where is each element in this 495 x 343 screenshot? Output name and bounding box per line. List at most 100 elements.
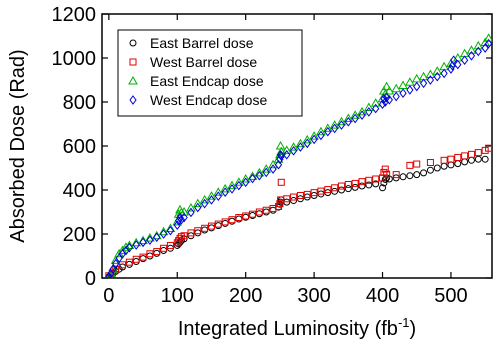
- data-point: [337, 120, 346, 130]
- data-point: [324, 126, 332, 137]
- data-point: [316, 126, 326, 136]
- data-point: [454, 59, 462, 70]
- data-point: [448, 60, 456, 71]
- data-point: [350, 110, 361, 119]
- data-point: [331, 123, 339, 134]
- data-point: [255, 208, 263, 216]
- legend-label: East Endcap dose: [150, 73, 264, 89]
- data-point: [207, 222, 215, 230]
- data-point: [138, 235, 148, 245]
- data-point: [240, 173, 251, 183]
- data-point: [426, 75, 435, 85]
- data-point: [235, 214, 243, 221]
- data-point: [447, 161, 455, 169]
- data-point: [380, 93, 388, 104]
- data-point: [249, 210, 257, 218]
- data-point: [160, 244, 168, 252]
- data-point: [302, 134, 313, 144]
- data-point: [310, 189, 318, 197]
- data-point: [413, 160, 421, 168]
- data-point: [329, 120, 340, 129]
- legend-label: West Endcap dose: [150, 92, 267, 108]
- data-point: [255, 170, 263, 181]
- y-axis-title: Absorbed Dose (Rad): [7, 49, 29, 242]
- data-point: [132, 240, 140, 250]
- data-point: [105, 272, 113, 278]
- data-point: [309, 131, 319, 140]
- data-point: [199, 194, 210, 204]
- data-point: [166, 225, 175, 236]
- data-point: [177, 214, 185, 225]
- data-point: [112, 258, 120, 269]
- x-tick-label: 400: [366, 285, 399, 307]
- data-point: [228, 216, 236, 224]
- data-point: [322, 123, 333, 132]
- data-point: [440, 68, 448, 79]
- data-point: [295, 138, 306, 148]
- data-point: [317, 130, 325, 141]
- data-point: [290, 197, 298, 205]
- y-tick-label: 1200: [52, 4, 97, 26]
- data-point: [125, 260, 133, 268]
- data-point: [277, 151, 285, 161]
- legend-marker: [129, 95, 137, 105]
- data-point: [153, 248, 161, 256]
- data-point: [399, 173, 407, 181]
- data-point: [153, 249, 161, 257]
- legend-marker: [129, 39, 137, 47]
- data-point: [351, 179, 359, 187]
- data-point: [474, 155, 482, 163]
- data-point: [381, 81, 392, 91]
- data-point: [363, 102, 374, 111]
- data-point: [276, 200, 284, 208]
- data-point: [194, 227, 202, 235]
- data-point: [207, 195, 216, 205]
- data-point: [351, 183, 359, 191]
- data-point: [180, 232, 188, 240]
- data-point: [337, 182, 345, 190]
- data-point: [201, 198, 209, 209]
- data-point: [179, 206, 189, 216]
- data-point: [175, 215, 183, 226]
- data-point: [289, 146, 298, 156]
- data-point: [336, 116, 347, 126]
- data-point: [221, 187, 229, 198]
- data-point: [277, 178, 285, 186]
- data-point: [206, 191, 217, 200]
- legend-marker: [129, 58, 137, 66]
- y-tick-label: 400: [63, 180, 96, 202]
- x-axis-title-superscript: -1: [398, 315, 410, 330]
- data-point: [248, 173, 257, 184]
- data-point: [383, 170, 391, 178]
- data-point: [433, 71, 441, 82]
- data-point: [131, 237, 142, 247]
- data-point: [454, 160, 462, 168]
- data-point: [467, 150, 475, 158]
- data-point: [358, 110, 366, 121]
- data-point: [473, 40, 484, 50]
- legend-label: West Barrel dose: [150, 54, 257, 70]
- data-point: [378, 99, 387, 110]
- data-point: [384, 85, 395, 95]
- data-point: [221, 219, 229, 227]
- data-point: [262, 208, 270, 216]
- data-point: [221, 218, 229, 226]
- data-point: [474, 46, 482, 57]
- data-point: [351, 113, 359, 124]
- data-point: [440, 156, 448, 164]
- data-point: [274, 159, 283, 170]
- data-point: [214, 191, 222, 201]
- data-point: [153, 232, 161, 243]
- data-point: [344, 185, 352, 193]
- data-point: [261, 164, 272, 173]
- data-point: [426, 159, 434, 166]
- data-point: [379, 184, 387, 192]
- data-point: [220, 183, 231, 193]
- data-point: [146, 250, 154, 258]
- x-tick-label: 100: [161, 285, 194, 307]
- data-markers: [105, 33, 492, 278]
- data-point: [385, 94, 393, 105]
- data-point: [406, 85, 414, 95]
- data-point: [160, 247, 168, 254]
- data-point: [406, 161, 414, 169]
